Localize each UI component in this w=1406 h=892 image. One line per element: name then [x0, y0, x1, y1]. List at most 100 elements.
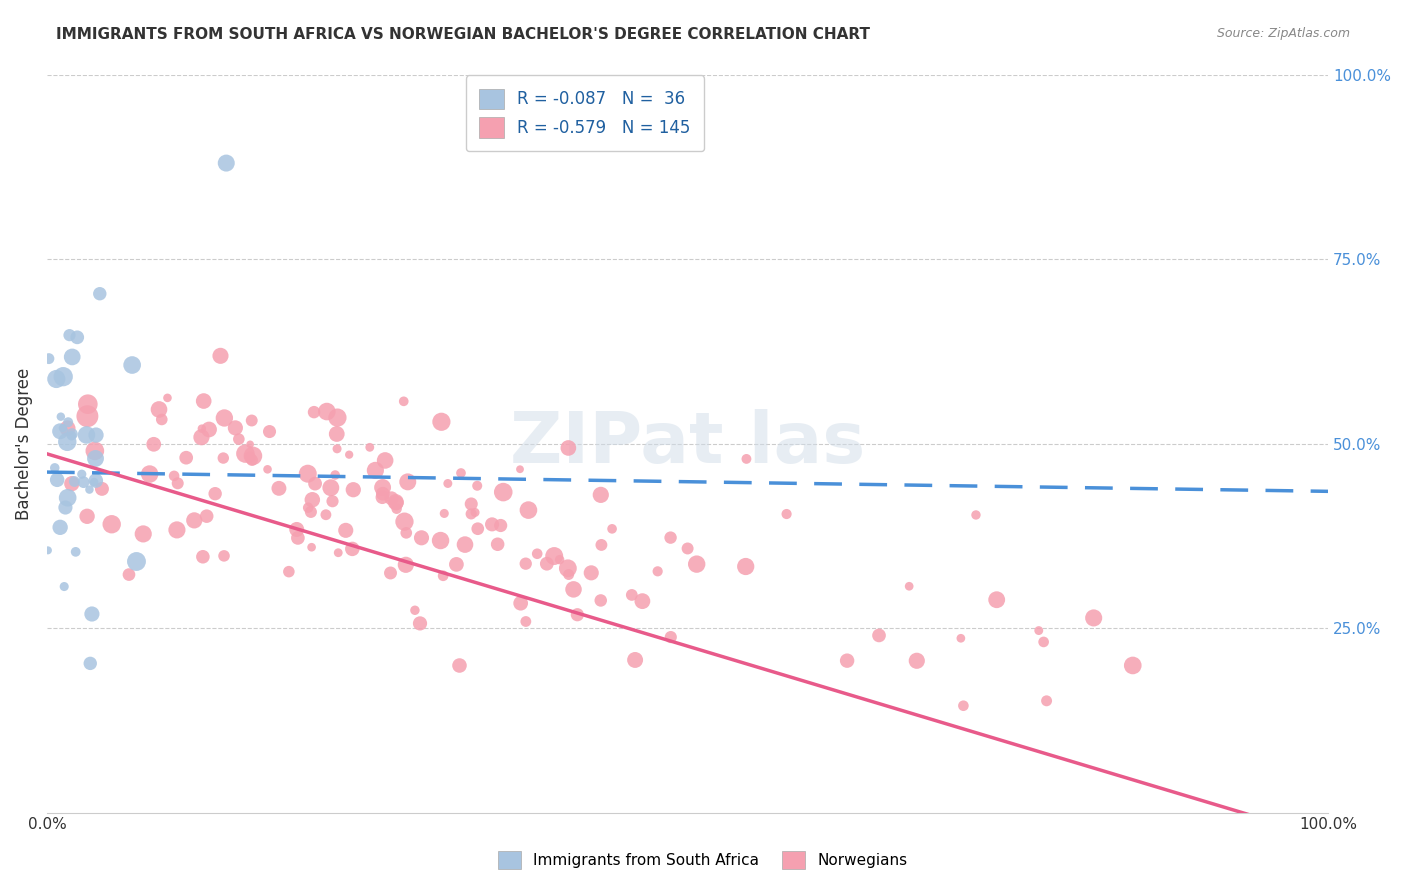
Point — [56, 415, 79, 429]
Point — [454, 538, 477, 552]
Point — [509, 596, 531, 610]
Point — [952, 698, 974, 713]
Point — [138, 467, 160, 481]
Point — [1028, 624, 1050, 638]
Point — [557, 561, 579, 575]
Point — [240, 453, 263, 467]
Point — [591, 538, 613, 552]
Point — [342, 483, 364, 497]
Point — [315, 508, 337, 522]
Point — [301, 540, 323, 554]
Point — [46, 473, 69, 487]
Point — [148, 402, 170, 417]
Point — [45, 372, 67, 386]
Point — [142, 437, 165, 451]
Point — [868, 628, 890, 642]
Point — [686, 557, 709, 571]
Point — [905, 654, 928, 668]
Point — [66, 330, 89, 344]
Point — [526, 547, 548, 561]
Point — [460, 507, 482, 521]
Point — [659, 630, 682, 644]
Point — [380, 491, 402, 506]
Point — [56, 434, 79, 449]
Point — [191, 422, 214, 436]
Point — [79, 657, 101, 671]
Point — [315, 404, 337, 418]
Point — [297, 500, 319, 515]
Point — [304, 476, 326, 491]
Point — [449, 658, 471, 673]
Point — [562, 582, 585, 597]
Point — [464, 505, 486, 519]
Point — [631, 594, 654, 608]
Point — [1083, 611, 1105, 625]
Point — [557, 567, 579, 582]
Point — [465, 479, 488, 493]
Point — [429, 533, 451, 548]
Point — [60, 350, 83, 364]
Point — [446, 558, 468, 572]
Point — [600, 522, 623, 536]
Point — [775, 507, 797, 521]
Point — [297, 467, 319, 481]
Point — [63, 475, 86, 489]
Point — [481, 517, 503, 532]
Point — [837, 654, 859, 668]
Point — [432, 568, 454, 582]
Point — [100, 517, 122, 532]
Text: ZIPat las: ZIPat las — [510, 409, 865, 478]
Point — [364, 463, 387, 477]
Point — [486, 537, 509, 551]
Point — [163, 468, 186, 483]
Point — [489, 518, 512, 533]
Point — [949, 632, 972, 646]
Point — [1122, 658, 1144, 673]
Point — [49, 409, 72, 424]
Point — [83, 443, 105, 458]
Point — [132, 527, 155, 541]
Point — [430, 415, 453, 429]
Point — [287, 531, 309, 545]
Point — [395, 558, 418, 572]
Point — [150, 412, 173, 426]
Point — [91, 482, 114, 496]
Point — [624, 653, 647, 667]
Point — [567, 607, 589, 622]
Point — [89, 286, 111, 301]
Point — [84, 451, 107, 466]
Point — [56, 421, 79, 435]
Point — [239, 450, 262, 464]
Point — [83, 475, 105, 489]
Point — [359, 440, 381, 454]
Point — [156, 391, 179, 405]
Point — [392, 394, 415, 409]
Point — [620, 588, 643, 602]
Point — [460, 497, 482, 511]
Point — [543, 549, 565, 563]
Point — [548, 552, 571, 566]
Point — [515, 557, 537, 571]
Point — [209, 349, 232, 363]
Point — [323, 468, 346, 483]
Point — [60, 476, 83, 491]
Point — [166, 476, 188, 491]
Point — [214, 411, 236, 425]
Point — [125, 554, 148, 568]
Point — [898, 579, 921, 593]
Point — [371, 491, 394, 505]
Point — [1032, 635, 1054, 649]
Point — [224, 421, 246, 435]
Point — [301, 492, 323, 507]
Point — [337, 448, 360, 462]
Point — [342, 541, 364, 556]
Legend: R = -0.087   N =  36, R = -0.579   N = 145: R = -0.087 N = 36, R = -0.579 N = 145 — [465, 76, 704, 151]
Point — [56, 491, 79, 505]
Point — [235, 447, 257, 461]
Point — [735, 451, 758, 466]
Point — [322, 494, 344, 508]
Point — [380, 566, 402, 580]
Point — [166, 523, 188, 537]
Point — [335, 524, 357, 538]
Point — [259, 425, 281, 439]
